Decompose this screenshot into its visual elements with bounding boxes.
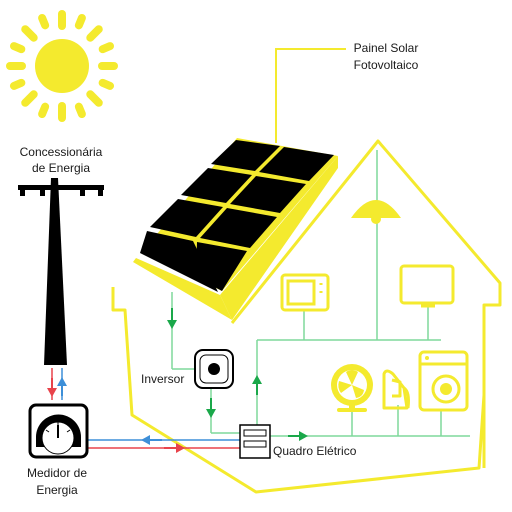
arrow-right-board-to-appliances [288, 431, 308, 441]
house-wiring [171, 150, 470, 437]
iron-icon [382, 369, 410, 410]
energy-meter-icon [28, 403, 89, 459]
panel-label-line1: Painel Solar [354, 41, 419, 55]
solar-panel-icon [133, 138, 338, 320]
panel-leader-line [275, 48, 346, 143]
utility-label-line1: Concessionária [20, 145, 103, 159]
inverter-label: Inversor [141, 372, 184, 386]
microwave-icon [280, 273, 330, 312]
arrow-down-inverter-to-board [206, 398, 216, 418]
meter-label-line2: Energia [36, 483, 78, 497]
utility-label-line2: de Energia [32, 161, 90, 175]
lamp-icon [351, 200, 401, 224]
house-outline [111, 139, 502, 494]
fan-icon [331, 364, 373, 412]
arrow-down-panel-to-inverter [167, 308, 177, 329]
utility-pole-icon [18, 178, 104, 365]
electrical-panel-icon [239, 424, 271, 459]
arrow-up-blue [57, 377, 67, 396]
tv-icon [399, 264, 455, 308]
meter-label-line1: Medidor de [27, 466, 87, 480]
arrow-up-board-to-circuits [252, 375, 262, 395]
arrow-left-blue [141, 435, 162, 445]
sun-icon [6, 10, 118, 122]
green-flow-arrows [167, 308, 308, 441]
panel-label-line2: Fotovoltaico [354, 58, 419, 72]
arrow-right-red [164, 443, 185, 453]
arrow-down-red [47, 378, 57, 397]
board-label: Quadro Elétrico [273, 444, 357, 458]
grid-flow-arrows [47, 377, 185, 453]
washing-machine-icon [418, 350, 469, 412]
inverter-icon [194, 349, 234, 389]
